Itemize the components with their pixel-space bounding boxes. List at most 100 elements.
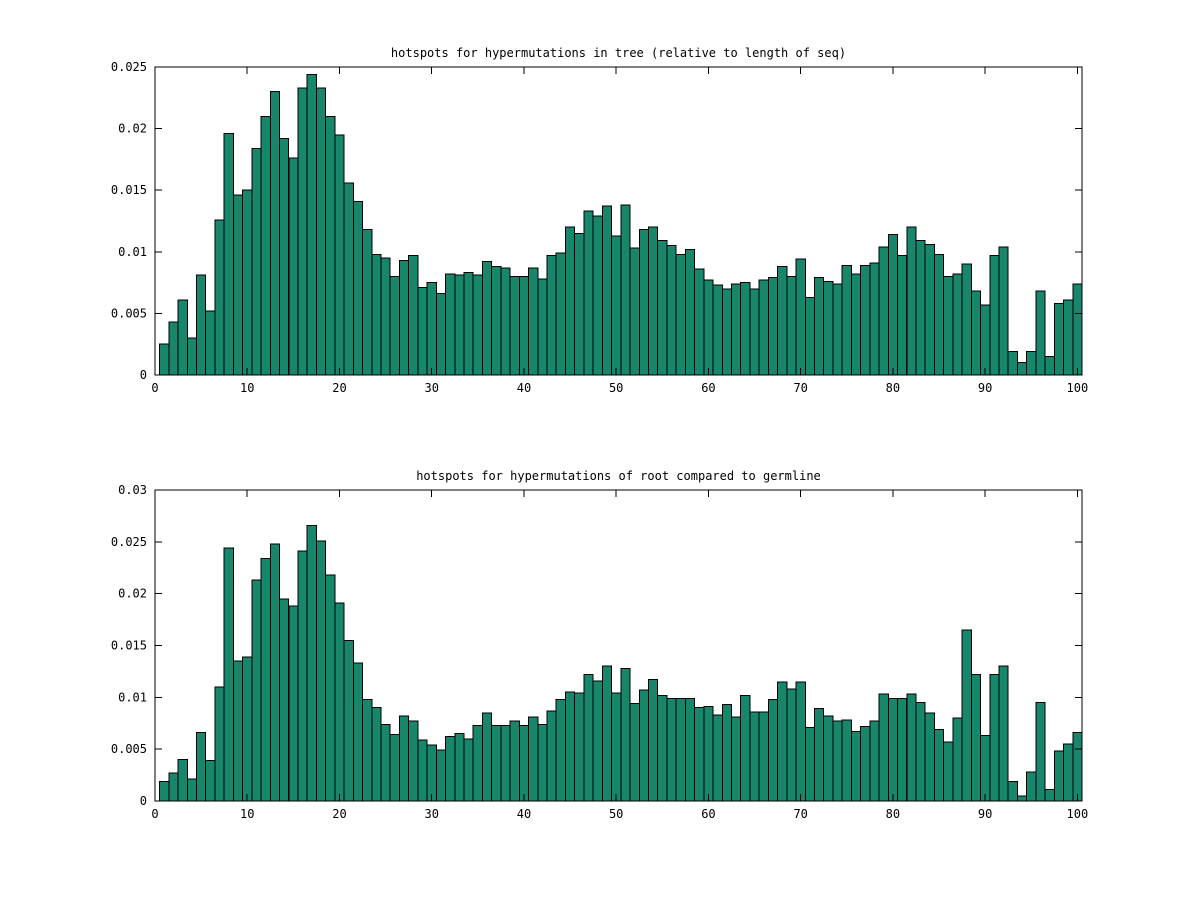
bar <box>989 255 1000 376</box>
bar <box>371 707 382 802</box>
bar <box>823 715 834 802</box>
bar <box>730 716 742 802</box>
bar <box>537 278 548 376</box>
bar <box>1053 303 1065 376</box>
bar <box>777 681 788 802</box>
bar <box>804 726 816 802</box>
bar <box>352 200 364 376</box>
bar <box>426 744 437 802</box>
bar <box>860 725 871 802</box>
bar <box>574 232 585 376</box>
bar <box>186 337 197 376</box>
bar <box>334 134 345 376</box>
bar <box>380 257 391 376</box>
bar <box>795 258 806 376</box>
bar <box>454 274 465 376</box>
bar <box>666 697 677 802</box>
bar <box>878 246 889 376</box>
bar <box>269 91 281 376</box>
bar <box>961 629 972 802</box>
bar <box>435 749 447 802</box>
bar <box>952 717 963 802</box>
bar <box>694 707 705 802</box>
bar <box>675 253 686 376</box>
y-tick-label: 0 <box>140 368 147 382</box>
x-tick-label: 10 <box>240 807 254 821</box>
bar <box>546 255 557 376</box>
bar <box>841 264 852 376</box>
bar <box>1044 356 1055 376</box>
x-tick-label: 60 <box>701 807 715 821</box>
bar <box>795 681 806 802</box>
bar <box>897 697 908 802</box>
bar <box>1007 780 1018 802</box>
bar <box>1072 283 1083 376</box>
bar <box>989 674 1000 802</box>
bar <box>408 720 419 802</box>
bar <box>850 731 862 802</box>
x-tick-label: 80 <box>886 381 900 395</box>
bar <box>343 182 354 376</box>
y-tick-label: 0.02 <box>118 587 147 601</box>
x-tick-label: 50 <box>609 381 623 395</box>
bar <box>251 147 262 376</box>
bar <box>592 680 603 802</box>
bar <box>647 679 659 802</box>
y-tick-label: 0.01 <box>118 690 147 704</box>
bar <box>546 710 557 802</box>
bar <box>463 272 474 376</box>
bar <box>260 115 271 376</box>
bar <box>362 698 373 802</box>
bar <box>232 660 244 802</box>
plot-border <box>154 66 1083 376</box>
bar <box>611 235 622 376</box>
bar <box>657 240 668 376</box>
bar <box>168 772 179 802</box>
bar <box>933 253 945 376</box>
bar <box>629 247 640 376</box>
bar <box>638 229 649 376</box>
bar <box>251 579 262 802</box>
bar <box>371 253 382 376</box>
bar <box>463 738 474 802</box>
y-tick-label: 0.02 <box>118 122 147 136</box>
bar <box>915 240 926 376</box>
bar <box>362 229 373 376</box>
bar <box>315 540 327 802</box>
bar <box>1035 702 1046 802</box>
x-tick-label: 100 <box>1067 381 1089 395</box>
bar <box>417 287 428 376</box>
bar <box>518 724 530 802</box>
bar <box>767 277 779 376</box>
bar <box>325 574 336 802</box>
bar <box>325 115 336 376</box>
bar <box>159 780 170 802</box>
bar <box>574 692 585 802</box>
bar <box>933 728 945 802</box>
bar <box>279 137 290 376</box>
bar <box>943 741 954 802</box>
bar <box>196 274 207 376</box>
bar <box>832 720 843 802</box>
y-tick-label: 0.01 <box>118 245 147 259</box>
bar <box>712 284 723 376</box>
bar <box>924 243 935 376</box>
bar <box>740 694 751 802</box>
bar <box>500 267 511 376</box>
bar <box>961 263 972 376</box>
bar <box>509 275 520 376</box>
bar <box>159 343 170 376</box>
x-tick-label: 90 <box>978 381 992 395</box>
bar <box>223 133 234 376</box>
bar <box>786 275 797 376</box>
bar <box>481 261 493 376</box>
bar <box>601 205 613 376</box>
bar <box>389 734 400 802</box>
bar <box>288 605 299 802</box>
bar <box>472 724 483 802</box>
bar <box>749 288 760 376</box>
bar <box>629 703 640 802</box>
bar <box>528 267 539 376</box>
